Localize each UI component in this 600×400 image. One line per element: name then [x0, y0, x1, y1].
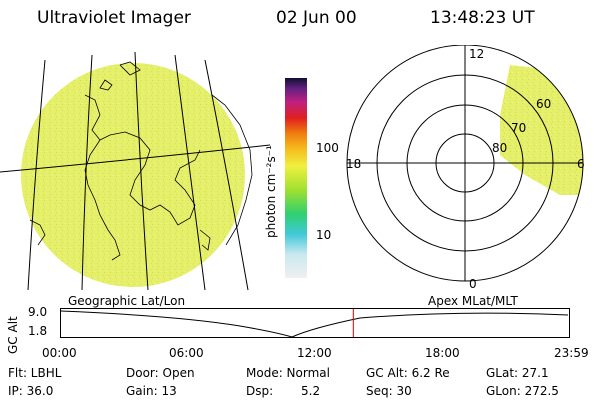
timeline-y-tick-1-8: 1.8	[28, 324, 48, 338]
mlat-label-60: 60	[536, 97, 552, 111]
mlt-label-12: 12	[469, 47, 485, 61]
colorbar-unit-label: photon cm⁻²s⁻¹	[264, 145, 278, 238]
timeline-right-title: Apex MLat/MLT	[428, 294, 518, 308]
door-status: Door: Open	[126, 366, 195, 380]
timeline-x-tick-1200: 12:00	[297, 346, 332, 360]
timeline-x-tick-1800: 18:00	[425, 346, 460, 360]
altitude-timeline	[60, 308, 570, 338]
glon-label: GLon: 272.5	[486, 384, 559, 398]
instrument-title: Ultraviolet Imager	[37, 8, 191, 28]
dsp-value: 5.2	[301, 384, 321, 398]
altitude-curve	[60, 310, 569, 338]
geographic-image	[0, 51, 270, 291]
timeline-frame	[60, 308, 570, 338]
glat-label: GLat: 27.1	[486, 366, 549, 380]
timeline-y-axis-label: GC Alt	[6, 316, 20, 354]
seq-label: Seq: 30	[366, 384, 412, 398]
dsp-label: Dsp:	[246, 384, 274, 398]
timeline-x-tick-0600: 06:00	[169, 346, 204, 360]
timeline-left-title: Geographic Lat/Lon	[68, 294, 186, 308]
colorbar-tick-100: 100	[316, 141, 339, 155]
coastlines	[29, 61, 253, 261]
gc-alt-label: GC Alt: 6.2 Re	[366, 366, 450, 380]
gain-label: Gain: 13	[126, 384, 177, 398]
date-label: 02 Jun 00	[276, 8, 357, 28]
colorbar-gradient	[285, 78, 307, 278]
polar-grid	[346, 45, 584, 282]
mlt-label-6: 6	[577, 157, 585, 171]
colorbar-tick-10: 10	[316, 228, 332, 242]
colorbar	[285, 78, 307, 278]
timeline-x-tick-0000: 00:00	[42, 346, 77, 360]
ip-label: IP: 36.0	[8, 384, 54, 398]
filter-label: Flt: LBHL	[8, 366, 62, 380]
mode-label: Mode: Normal	[246, 366, 330, 380]
polar-mlat-mlt-plot	[346, 45, 584, 282]
mlt-label-0: 0	[469, 277, 477, 291]
mlt-label-18: 18	[346, 157, 362, 171]
timeline-y-tick-9: 9.0	[28, 305, 48, 319]
lat-lon-grid	[0, 51, 270, 291]
timeline-x-tick-2359: 23:59	[554, 346, 589, 360]
time-label: 13:48:23 UT	[430, 8, 535, 28]
earth-disk	[21, 63, 245, 287]
mlat-label-80: 80	[492, 141, 508, 155]
mlat-label-70: 70	[511, 121, 527, 135]
